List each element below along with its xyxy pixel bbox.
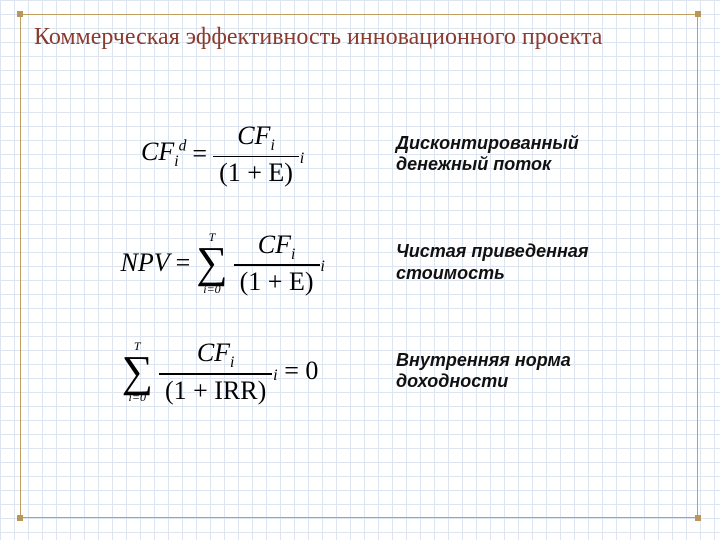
corner-marker: [17, 11, 23, 17]
formula-row: CFid = CFi (1 + E)i Дисконтированный ден…: [60, 120, 670, 189]
corner-marker: [695, 11, 701, 17]
formula-discounted-cf: CFid = CFi (1 + E)i: [60, 120, 380, 189]
label-irr: Внутренняя норма доходности: [396, 350, 670, 393]
formula-row: NPV = T ∑ i=0 CFi (1 + E)i Чистая привед…: [60, 229, 670, 298]
page-title: Коммерческая эффективность инновационног…: [34, 22, 680, 52]
formula-npv: NPV = T ∑ i=0 CFi (1 + E)i: [60, 229, 380, 298]
formula-irr: T ∑ i=0 CFi (1 + IRR)i = 0: [60, 337, 380, 406]
corner-marker: [695, 515, 701, 521]
label-discounted-cf: Дисконтированный денежный поток: [396, 133, 670, 176]
label-npv: Чистая приведенная стоимость: [396, 241, 670, 284]
content-area: CFid = CFi (1 + E)i Дисконтированный ден…: [60, 120, 670, 500]
corner-marker: [17, 515, 23, 521]
formula-row: T ∑ i=0 CFi (1 + IRR)i = 0 Внутренняя но…: [60, 337, 670, 406]
